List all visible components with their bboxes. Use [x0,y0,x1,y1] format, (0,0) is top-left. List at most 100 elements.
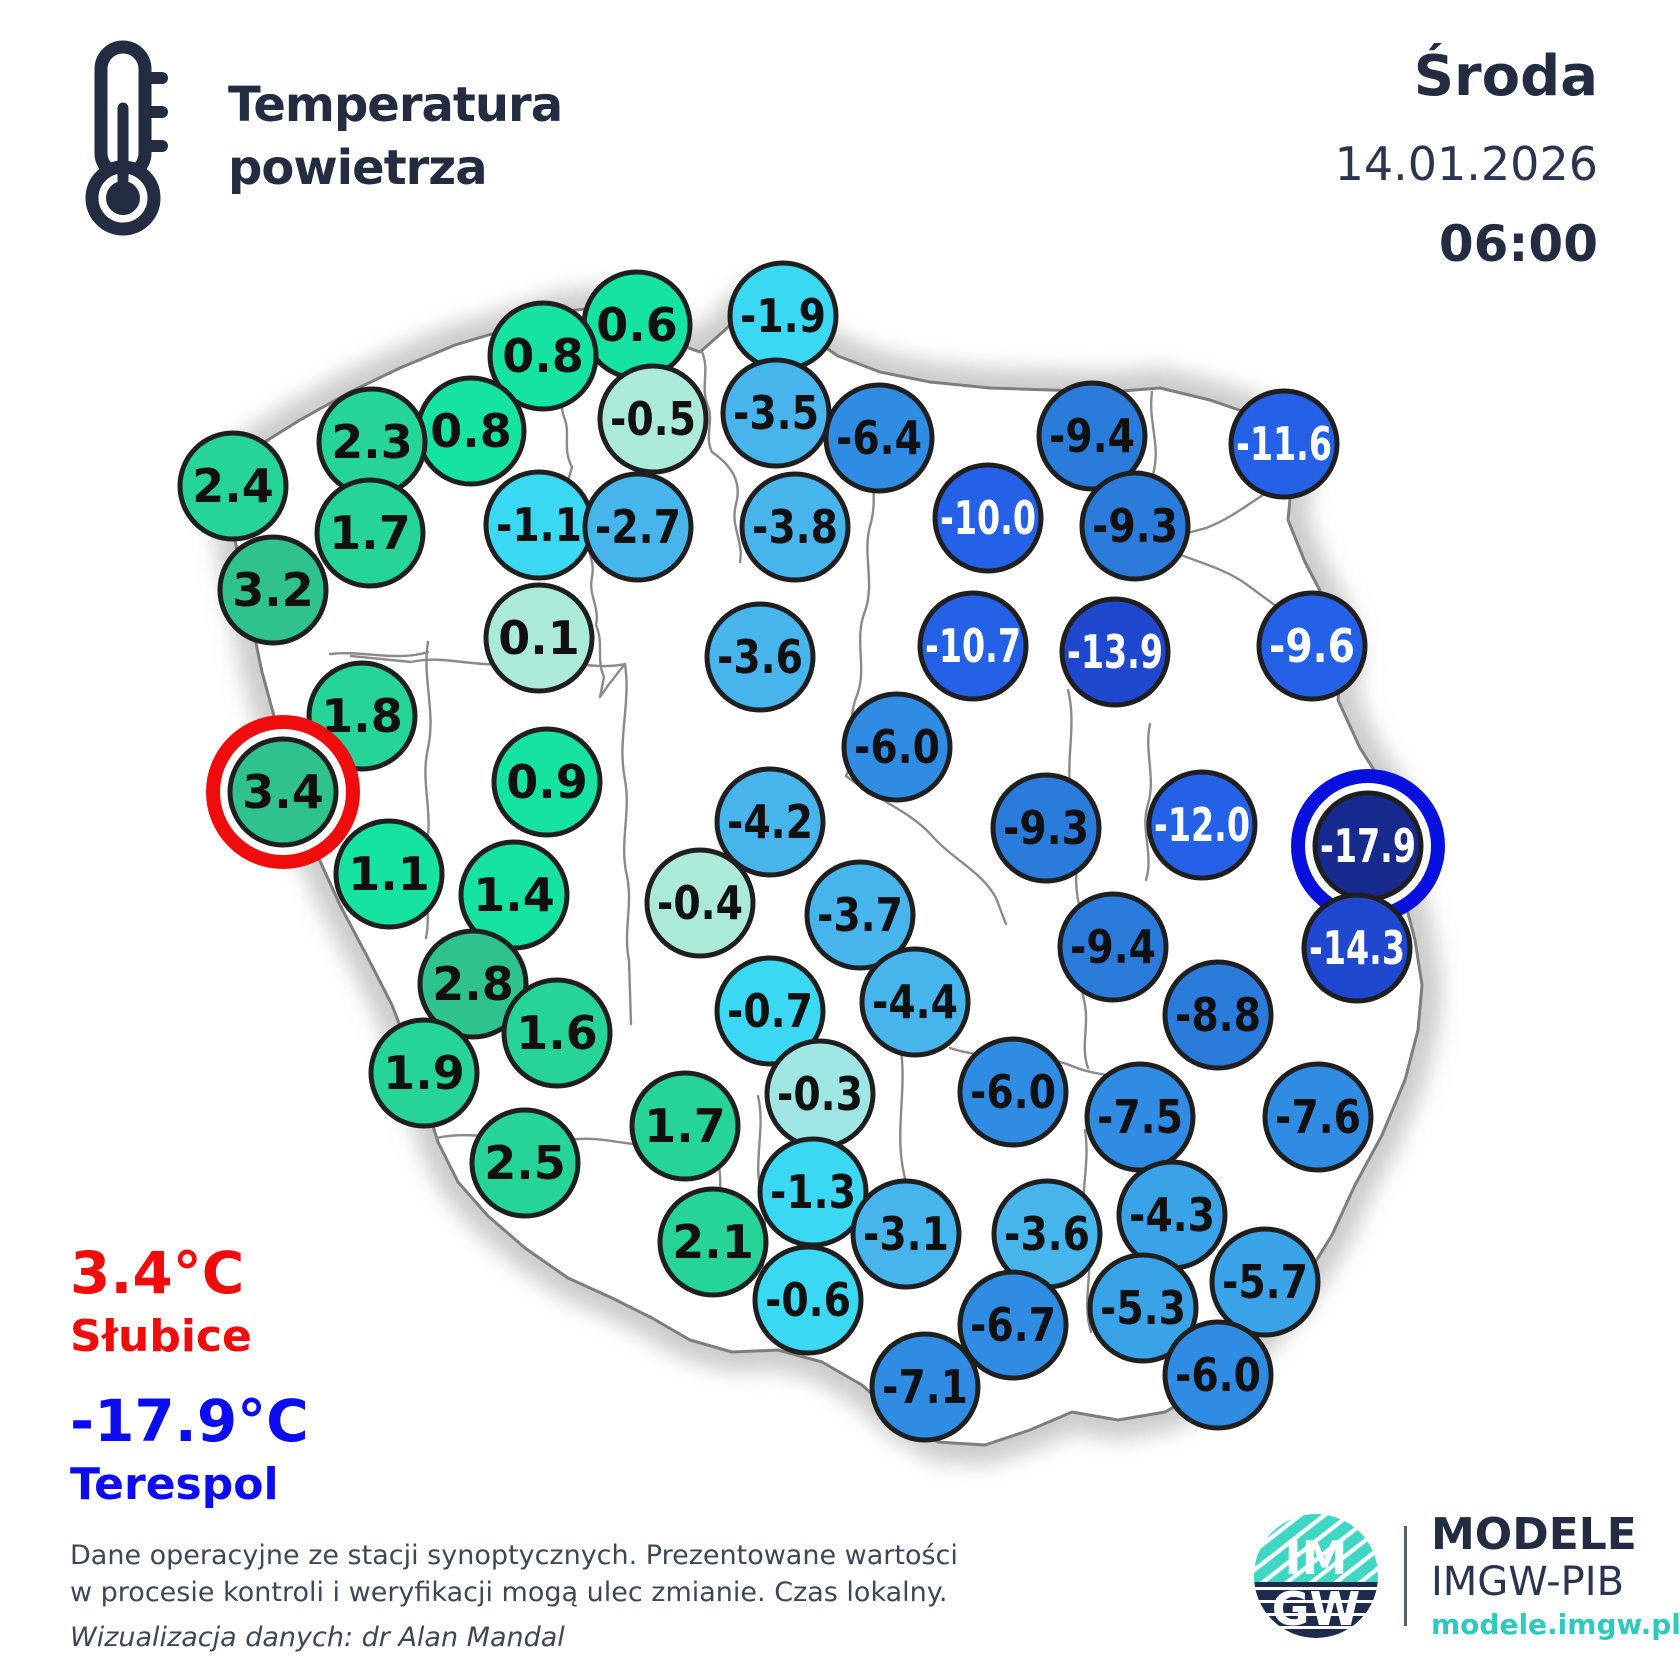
station-marker: -17.9 [1291,769,1445,923]
station-marker: -1.3 [757,1136,869,1248]
page-title-line2: powietrza [228,140,488,197]
max-temperature-entry: 3.4°C Słubice [70,1244,309,1359]
svg-text:-3.1: -3.1 [863,1207,949,1261]
min-temperature-value: -17.9°C [70,1387,309,1455]
station-marker: -7.5 [1084,1061,1196,1173]
svg-text:-3.6: -3.6 [1004,1207,1090,1261]
date-label: 14.01.2026 [1334,137,1598,191]
station-marker: -6.0 [841,691,953,803]
station-marker: 0.6 [581,269,693,381]
station-marker: -5.7 [1209,1226,1321,1338]
svg-text:-3.7: -3.7 [817,888,903,942]
station-marker: -0.5 [597,363,709,475]
max-temperature-station: Słubice [70,1311,252,1362]
svg-text:-2.7: -2.7 [595,500,681,554]
svg-text:-13.9: -13.9 [1067,625,1163,679]
svg-text:-10.0: -10.0 [940,491,1036,545]
logo-im-text: IM [1285,1531,1348,1585]
svg-text:-9.6: -9.6 [1269,619,1355,673]
station-marker: 1.7 [314,477,426,589]
svg-text:-9.3: -9.3 [1092,499,1178,553]
imgw-logo-icon: IM GW [1254,1514,1378,1638]
station-marker: -3.8 [739,471,851,583]
station-markers: 0.6 -1.9 0.8 -0.5 -3.5 -6.4 -9.4 -11.6 0.8 2.3 2.4… [177,260,1445,1443]
station-marker: -1.1 [483,469,595,581]
svg-text:-11.6: -11.6 [1236,417,1332,471]
svg-text:1.9: 1.9 [383,1046,465,1100]
logo-url[interactable]: modele.imgw.pl [1431,1608,1680,1641]
time-label: 06:00 [1438,215,1598,273]
logo-subbrand: IMGW-PIB [1431,1559,1625,1605]
station-marker: -2.7 [582,471,694,583]
svg-text:-7.5: -7.5 [1097,1090,1183,1144]
svg-text:-0.4: -0.4 [657,876,743,930]
station-marker: -9.6 [1256,590,1368,702]
svg-text:-5.3: -5.3 [1100,1281,1186,1335]
svg-text:-6.4: -6.4 [836,411,922,465]
svg-text:-3.5: -3.5 [733,386,819,440]
svg-text:2.4: 2.4 [192,459,274,513]
station-marker: 1.1 [333,818,445,930]
station-marker: -0.3 [764,1038,876,1150]
station-marker: 3.2 [217,534,329,646]
svg-text:-4.4: -4.4 [872,975,958,1029]
station-marker: -0.6 [752,1244,864,1356]
disclaimer-line1: Dane operacyjne ze stacji synoptycznych.… [70,1540,958,1571]
station-marker: 2.1 [657,1186,769,1298]
svg-text:-0.7: -0.7 [727,984,813,1038]
svg-text:-9.4: -9.4 [1070,920,1156,974]
station-marker: -8.8 [1162,959,1274,1071]
station-marker: -3.7 [804,859,916,971]
disclaimer-line2: w procesie kontroli i weryfikacji mogą u… [70,1577,948,1609]
station-marker: -0.7 [714,955,826,1067]
svg-text:-6.0: -6.0 [1175,1348,1261,1402]
station-marker: -1.9 [727,260,839,372]
logo-divider [1404,1526,1407,1626]
extremes-legend: 3.4°C Słubice -17.9°C Terespol [70,1244,309,1507]
page-title: Temperatura powietrza [228,74,563,201]
station-marker: -3.1 [850,1178,962,1290]
svg-text:2.8: 2.8 [432,957,514,1011]
svg-text:-3.8: -3.8 [752,500,838,554]
station-marker: 0.1 [483,582,595,694]
svg-text:1.7: 1.7 [329,506,411,560]
svg-text:0.9: 0.9 [506,755,588,809]
svg-text:-9.3: -9.3 [1003,801,1089,855]
station-marker: 2.4 [177,430,289,542]
station-marker: 2.5 [469,1107,581,1219]
svg-text:2.1: 2.1 [672,1215,754,1269]
station-marker: 2.3 [316,386,428,498]
logo-text-block: MODELE IMGW-PIB modele.imgw.pl [1431,1513,1680,1639]
station-marker: -9.3 [990,772,1102,884]
station-marker: 1.7 [629,1070,741,1182]
svg-text:0.8: 0.8 [502,329,584,383]
station-marker: 0.8 [415,375,527,487]
station-marker: 2.8 [417,928,529,1040]
station-marker: -0.4 [644,847,756,959]
svg-text:-7.1: -7.1 [882,1360,968,1414]
min-temperature-entry: -17.9°C Terespol [70,1392,309,1507]
station-marker: -12.0 [1146,769,1258,881]
svg-text:-0.3: -0.3 [777,1067,863,1121]
svg-text:1.7: 1.7 [644,1099,726,1153]
svg-text:2.5: 2.5 [484,1136,566,1190]
svg-text:-1.9: -1.9 [740,289,826,343]
station-marker: -6.4 [823,382,935,494]
station-marker: 3.4 [206,715,360,869]
svg-text:-6.0: -6.0 [970,1065,1056,1119]
station-marker: 0.8 [487,300,599,412]
svg-text:0.8: 0.8 [430,404,512,458]
station-marker: 1.9 [368,1017,480,1129]
station-marker: -9.4 [1057,891,1169,1003]
svg-text:-7.6: -7.6 [1275,1090,1361,1144]
station-marker: -13.9 [1059,596,1171,708]
station-marker: -6.0 [1162,1319,1274,1431]
svg-text:0.6: 0.6 [596,298,678,352]
station-marker: -4.4 [859,946,971,1058]
svg-text:-0.6: -0.6 [765,1273,851,1327]
weekday-label: Środa [1413,44,1598,109]
station-marker: 0.9 [491,726,603,838]
station-marker: -4.3 [1116,1159,1228,1271]
